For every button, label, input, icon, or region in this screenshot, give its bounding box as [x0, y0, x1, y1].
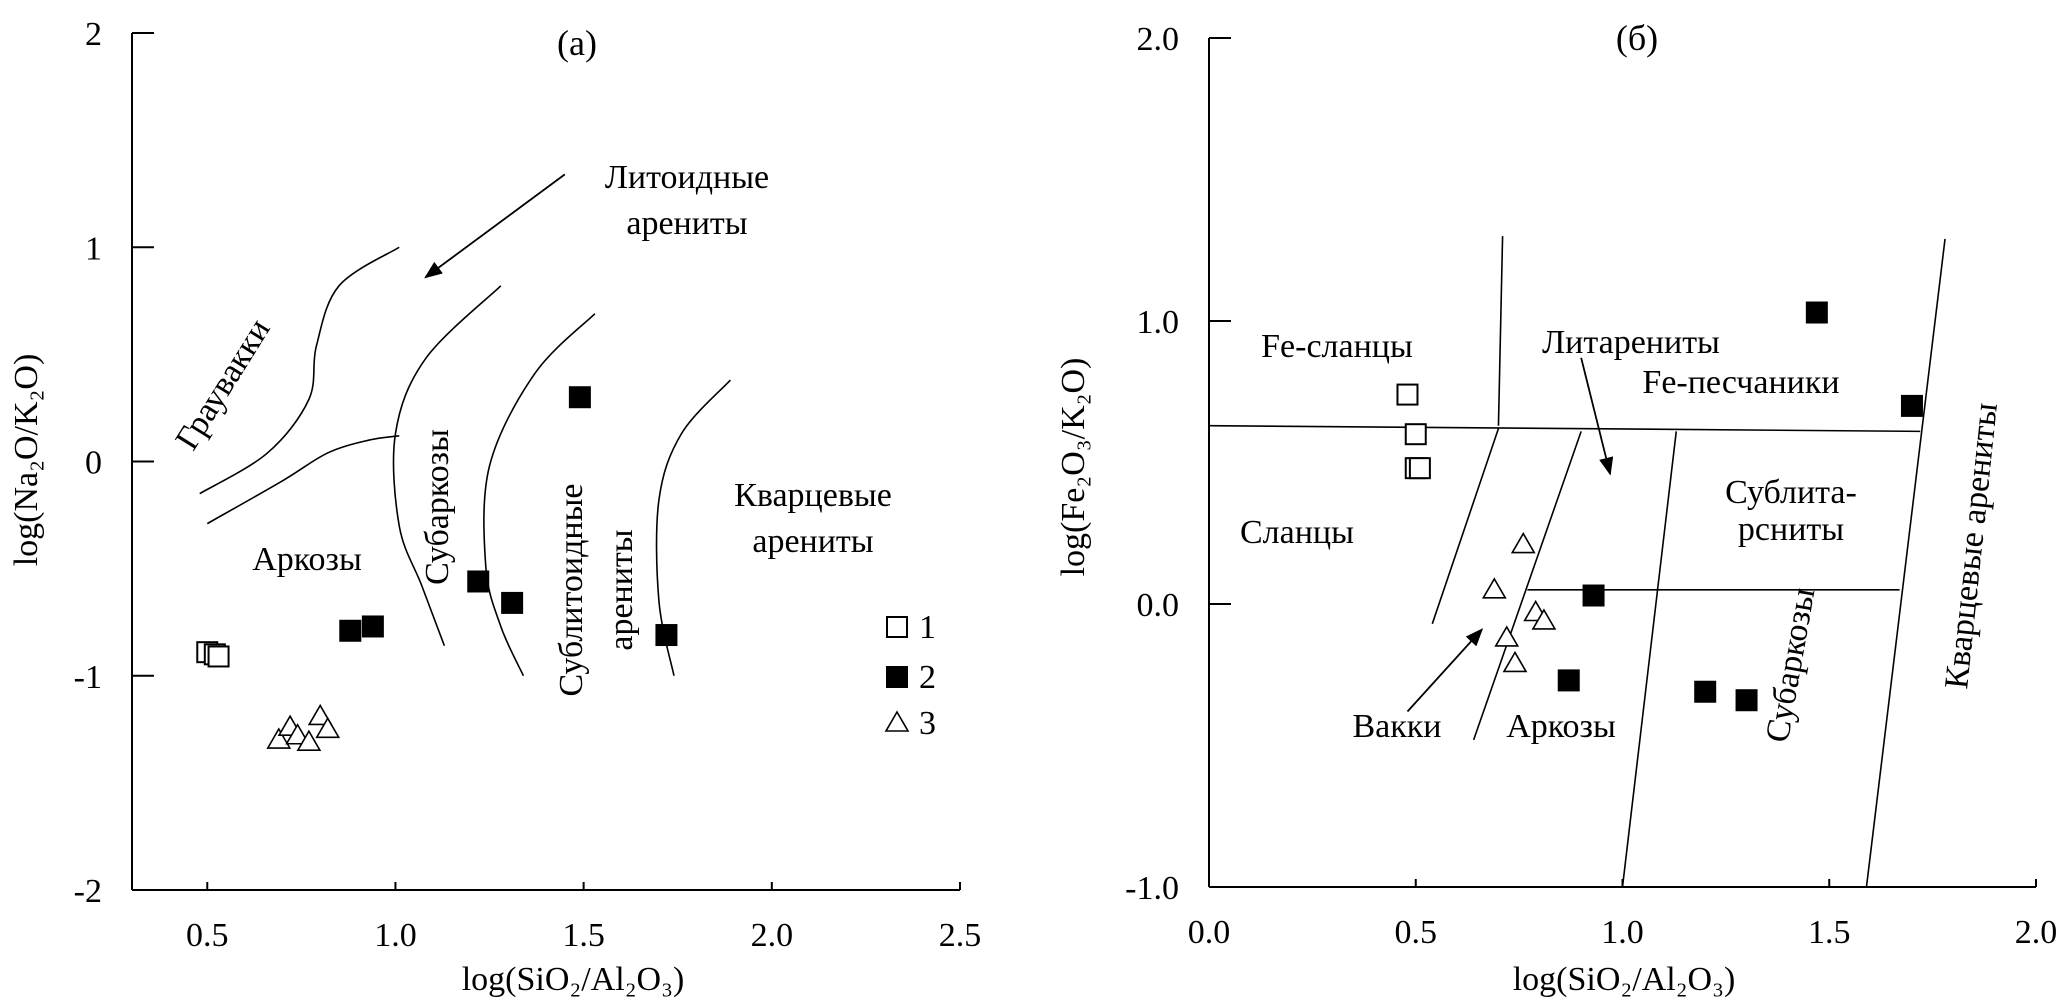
field-label-sublithoid-2: арениты — [603, 529, 640, 650]
legend-marker-open-square — [886, 616, 908, 638]
data-point-filled-square — [1557, 669, 1580, 692]
legend-label: 2 — [919, 659, 936, 696]
y-tick-label: -2 — [74, 873, 102, 910]
y-tick-label: 2 — [85, 16, 102, 53]
data-point-open-triangle — [307, 703, 333, 726]
data-point-open-triangle — [1531, 608, 1557, 630]
field-label-lithoid-1: Литоидные — [605, 159, 769, 196]
field-label-wacke: Вакки — [1352, 708, 1441, 745]
data-point-open-triangle — [1502, 650, 1528, 673]
data-point-filled-square — [568, 386, 591, 409]
field-label-arkose: Аркозы — [252, 541, 362, 578]
data-point-open-square — [207, 645, 230, 668]
data-point-filled-square — [501, 591, 524, 614]
data-point-filled-square — [1900, 394, 1923, 417]
field-label-sublith-1: Сублита- — [1725, 474, 1857, 511]
x-tick-label: 2.5 — [939, 917, 982, 954]
field-label-quartz-2: арениты — [752, 523, 873, 560]
y-tick-label: 0.0 — [1137, 587, 1180, 624]
x-tick-label: 0.5 — [186, 917, 229, 954]
field-boundary — [1431, 428, 1500, 625]
chart-title: (a) — [557, 23, 597, 63]
field-boundary — [1865, 238, 1946, 888]
field-label-fe-shale: Fe-сланцы — [1261, 328, 1413, 365]
data-point-open-triangle — [296, 729, 322, 751]
data-point-open-square — [1396, 383, 1419, 406]
legend-label: 3 — [919, 705, 936, 742]
data-point-open-triangle — [266, 727, 292, 749]
x-tick-label: 1.5 — [1808, 914, 1851, 951]
data-point-filled-square — [339, 619, 362, 642]
y-tick-label: 1 — [85, 230, 102, 267]
x-tick-label: 2.0 — [2015, 914, 2058, 951]
data-point-open-square — [1408, 457, 1431, 480]
field-label-subarkose: Субаркозы — [419, 429, 456, 585]
field-label-greywacke: Граувакки — [169, 312, 278, 456]
data-point-filled-square — [1694, 680, 1717, 703]
field-boundary — [483, 313, 596, 677]
y-tick-label: -1 — [74, 659, 102, 696]
data-point-open-square — [1404, 423, 1427, 446]
field-boundary — [392, 285, 502, 647]
data-point-filled-square — [1805, 301, 1828, 324]
field-boundary — [199, 246, 400, 495]
x-tick-label: 2.0 — [751, 917, 794, 954]
field-label-quartz: Кварцевые арениты — [1938, 401, 2005, 691]
data-point-filled-square — [1735, 689, 1758, 712]
data-point-filled-square — [361, 615, 384, 638]
legend-marker-open-triangle — [884, 710, 910, 732]
data-point-filled-square — [1582, 584, 1605, 607]
field-label-quartz-1: Кварцевые — [734, 477, 892, 514]
field-boundary — [1497, 236, 1504, 426]
annotation-arrow — [1406, 628, 1484, 713]
chart-1 — [1208, 37, 2037, 888]
data-point-filled-square — [467, 570, 490, 593]
field-boundary — [1621, 431, 1678, 888]
data-point-open-triangle — [1494, 625, 1520, 647]
field-label-sublithoid-1: Сублитоидные — [553, 483, 590, 696]
x-tick-label: 1.0 — [374, 917, 417, 954]
data-point-open-triangle — [1481, 577, 1507, 599]
x-tick-label: 1.0 — [1601, 914, 1644, 951]
data-point-open-triangle — [315, 716, 341, 739]
legend-label: 1 — [919, 609, 936, 646]
x-axis-label: log(SiO₂/Al₂O₃) — [462, 961, 685, 998]
y-axis-label: log(Na₂O/K₂O) — [8, 354, 45, 567]
y-tick-label: 2.0 — [1137, 21, 1180, 58]
x-axis-label: log(SiO₂/Al₂O₃) — [1513, 961, 1736, 998]
field-boundary — [655, 379, 732, 676]
field-boundary — [206, 434, 400, 525]
field-label-arkose: Аркозы — [1506, 708, 1616, 745]
y-axis-label: log(Fe₂O₃/K₂O) — [1055, 358, 1092, 577]
annotation-arrow — [424, 173, 566, 279]
field-label-litharenite: Литарениты — [1542, 324, 1720, 361]
data-point-filled-square — [655, 624, 678, 647]
field-boundary — [1472, 431, 1582, 741]
annotation-arrow — [1580, 357, 1614, 476]
field-boundary — [1208, 424, 1921, 433]
y-tick-label: -1.0 — [1125, 870, 1179, 907]
y-tick-label: 0 — [85, 445, 102, 482]
data-point-open-triangle — [1510, 531, 1536, 554]
chart-title: (б) — [1616, 18, 1658, 58]
field-label-lithoid-2: арениты — [626, 205, 747, 242]
y-tick-label: 1.0 — [1137, 304, 1180, 341]
x-tick-label: 0.0 — [1188, 914, 1231, 951]
field-label-fe-sand: Fe-песчаники — [1642, 364, 1839, 401]
chart-0 — [131, 32, 961, 891]
x-tick-label: 1.5 — [562, 917, 605, 954]
data-point-open-triangle — [285, 723, 310, 745]
legend-marker-filled-square — [886, 666, 908, 688]
field-label-sublith-2: рсниты — [1738, 511, 1844, 548]
field-label-subarkose: Субаркозы — [1759, 585, 1823, 745]
x-tick-label: 0.5 — [1395, 914, 1438, 951]
field-label-shale: Сланцы — [1240, 514, 1354, 551]
